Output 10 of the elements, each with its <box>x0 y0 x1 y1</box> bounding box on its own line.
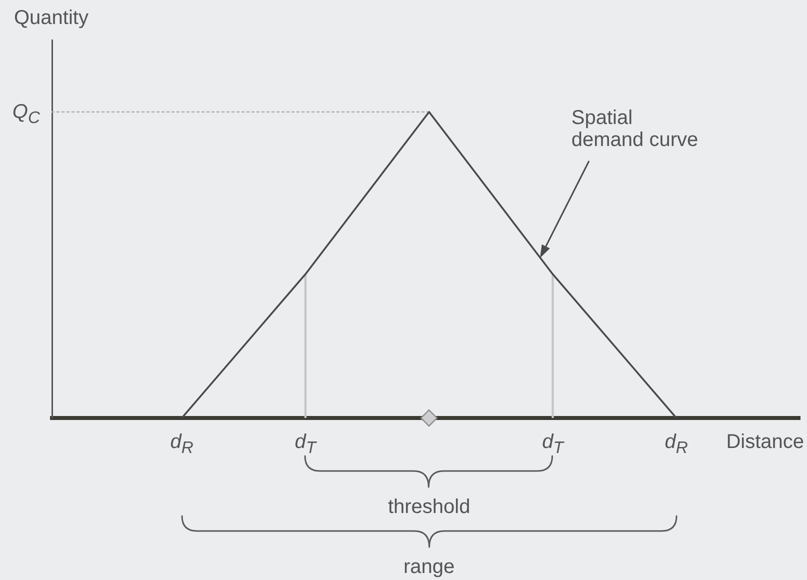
x-tick-label: d$_{T}$ <box>542 431 564 459</box>
text: range <box>404 556 455 578</box>
x-tick-label: d$_{T}$ <box>294 431 316 459</box>
text: Spatial demand curve <box>571 106 700 151</box>
x-tick-label: d$_{R}$ <box>170 431 194 459</box>
y-axis-title: Quantity <box>14 7 88 29</box>
x-tick-label: d$_{R}$ <box>664 431 688 459</box>
text: threshold <box>388 496 470 518</box>
x-axis-title: Distance <box>726 431 804 453</box>
ref-line-label: Q$_{C}$ <box>12 100 40 129</box>
